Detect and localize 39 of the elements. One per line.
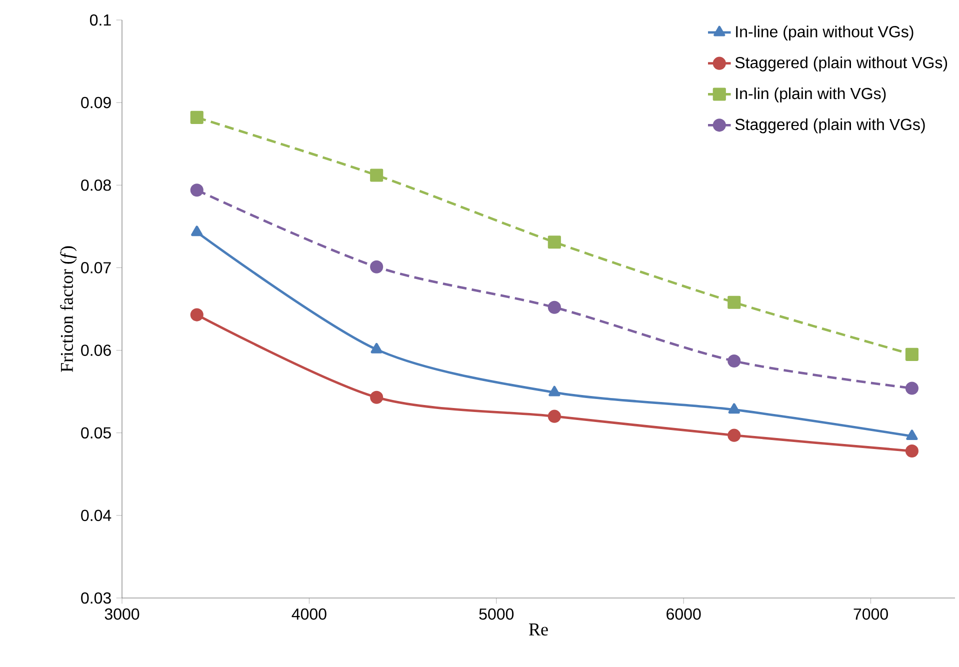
y-tick-label: 0.1 <box>90 14 111 26</box>
y-tick-label: 0.09 <box>81 96 111 108</box>
point <box>190 308 204 322</box>
point <box>370 260 384 274</box>
point <box>728 403 740 414</box>
x-tick-label: 7000 <box>854 608 888 620</box>
point <box>191 226 203 236</box>
legend-label: In-lin (plain with VGs) <box>736 87 886 102</box>
x-axis-title: Re <box>529 624 548 636</box>
x-tick-label: 6000 <box>666 608 701 620</box>
x-tick-label: 3000 <box>104 608 140 620</box>
y-tick-label: 0.03 <box>81 592 111 604</box>
point <box>190 184 204 197</box>
point <box>370 342 382 354</box>
y-tick-label: 0.05 <box>81 427 111 439</box>
y-tick-label: 0.08 <box>81 179 111 191</box>
legend-label: In-line (pain without VGs) <box>736 26 914 41</box>
legend-label: Staggered (plain without VGs) <box>735 56 948 72</box>
point <box>190 110 204 124</box>
x-tick-label: 5000 <box>479 608 514 620</box>
point <box>548 386 560 396</box>
x-tick-label: 4000 <box>292 608 326 620</box>
legend-label: Staggered (plain with VGs) <box>735 118 925 134</box>
y-tick-label: 0.06 <box>81 344 111 356</box>
point <box>548 236 561 249</box>
point <box>905 348 918 361</box>
y-axis-title: Friction factor (f) <box>60 246 77 372</box>
point <box>905 382 918 395</box>
point <box>728 296 741 309</box>
point <box>548 300 561 314</box>
point <box>548 410 561 423</box>
point <box>370 168 384 182</box>
point <box>906 430 918 440</box>
y-tick-label: 0.04 <box>81 510 112 522</box>
y-tick-label: 0.07 <box>81 262 111 274</box>
point <box>728 428 741 442</box>
point <box>728 354 741 368</box>
point <box>905 444 918 458</box>
point <box>370 390 384 404</box>
